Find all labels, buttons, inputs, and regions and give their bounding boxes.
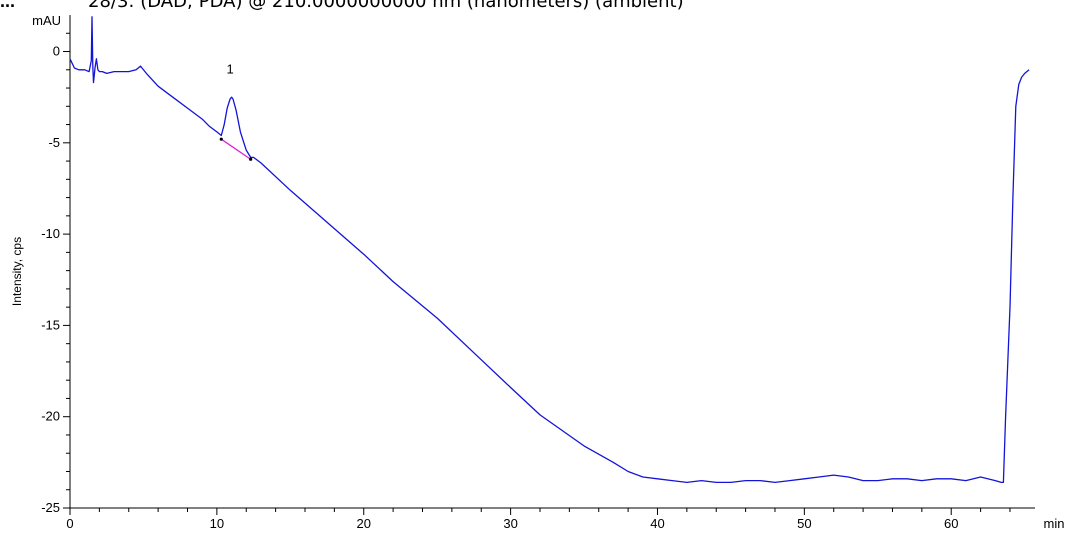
x-tick-label: 20 — [357, 516, 371, 531]
y-axis-title: Intensity, cps — [10, 237, 24, 306]
chart-title-strip: ... 28/3: (DAD; PDA) @ 210.0000000000 nm… — [0, 0, 1071, 15]
x-tick-label: 50 — [797, 516, 811, 531]
peak-end-marker — [249, 157, 253, 161]
y-tick-label: -25 — [41, 500, 60, 515]
y-tick-label: 0 — [53, 44, 60, 59]
chromatogram-trace — [69, 16, 1030, 484]
peak-integration-baseline — [220, 138, 252, 160]
x-unit-label: min — [1044, 516, 1065, 531]
ticks: 0 10 20 30 40 50 60 0 -5 -10 -15 -20 -25 — [41, 32, 1011, 531]
chart-title: 28/3: (DAD; PDA) @ 210.0000000000 nm (na… — [88, 0, 684, 12]
axes — [69, 15, 1035, 509]
y-unit-label: mAU — [32, 13, 61, 28]
y-tick-label: -10 — [41, 226, 60, 241]
x-tick-label: 0 — [66, 516, 73, 531]
x-tick-label: 40 — [650, 516, 664, 531]
x-tick-label: 60 — [944, 516, 958, 531]
peak-start-marker — [219, 137, 223, 141]
plot-area: 1 — [69, 16, 1030, 484]
y-tick-label: -5 — [48, 135, 60, 150]
x-tick-label: 30 — [503, 516, 517, 531]
y-tick-label: -15 — [41, 317, 60, 332]
peak-label: 1 — [226, 61, 233, 76]
x-tick-label: 10 — [210, 516, 224, 531]
y-tick-label: -20 — [41, 409, 60, 424]
title-prefix: ... — [0, 0, 16, 11]
